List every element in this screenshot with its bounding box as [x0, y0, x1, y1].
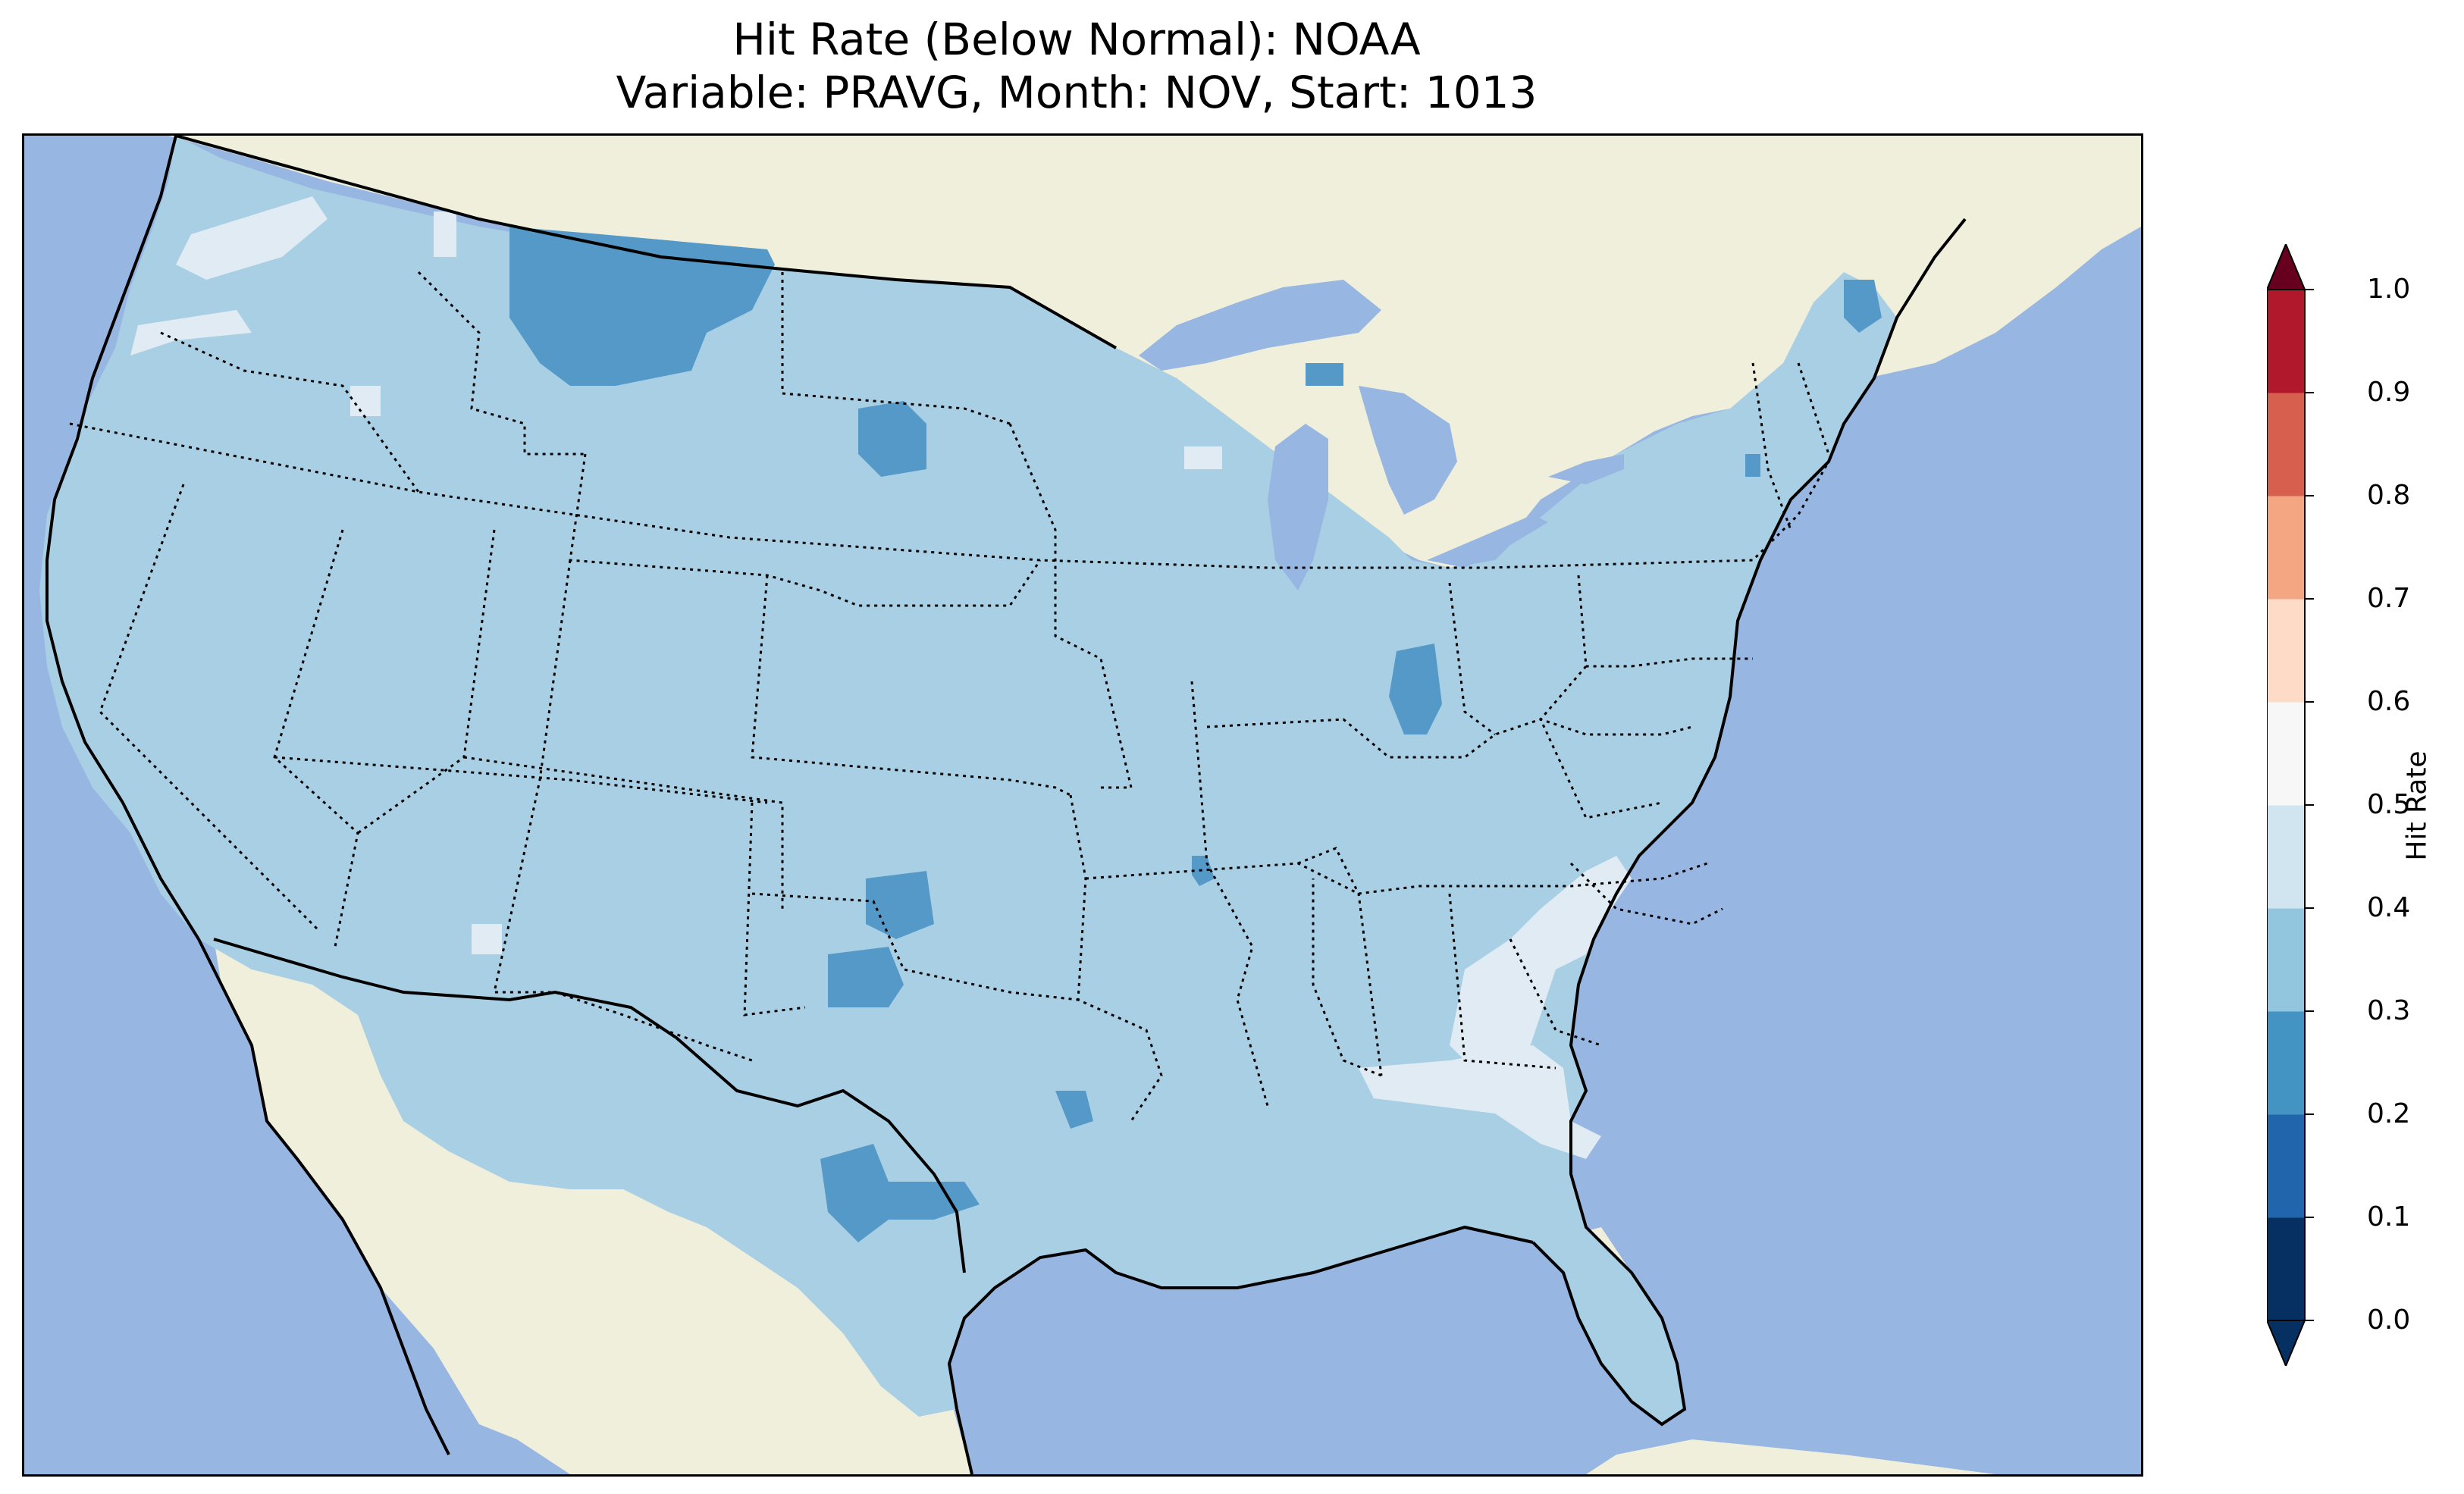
state-border: [1008, 423, 1133, 789]
map-canvas: [39, 136, 2141, 1474]
hit-rate-patch-arizona-border: [472, 924, 502, 954]
colorbar-segment: [2267, 1011, 2305, 1115]
florida-coastline: [1531, 218, 1967, 1427]
lake-ontario: [1548, 454, 1624, 484]
hit-rate-patch-south-dakota: [858, 401, 926, 477]
colorbar-extend-max: [2267, 244, 2306, 290]
colorbar-tick-label: 0.9: [2367, 377, 2411, 408]
hit-rate-patch-gulf-coast: [1359, 1045, 1601, 1159]
gulf-coastline: [947, 1225, 1534, 1410]
map-subtitle: Variable: PRAVG, Month: NOV, Start: 1013: [616, 67, 1538, 118]
state-border: [1751, 362, 1792, 531]
hit-rate-patch-washington: [176, 196, 328, 280]
lake-erie: [1427, 515, 1548, 568]
state-border: [1069, 794, 1163, 1122]
cuba-island: [1586, 1439, 1995, 1474]
colorbar-tick-label: 0.4: [2367, 892, 2411, 923]
colorbar-segment: [2267, 702, 2305, 806]
state-border: [1297, 847, 1383, 1076]
state-border: [417, 271, 585, 456]
mexico-gulf-coastline: [955, 1408, 973, 1474]
colorbar-segment: [2267, 393, 2305, 496]
colorbar-tick-label: 0.5: [2367, 789, 2411, 820]
hit-rate-patch-arkansas: [1192, 856, 1215, 886]
state-border: [160, 331, 420, 493]
state-border: [1085, 862, 1708, 895]
hit-rate-patch-nevada: [350, 386, 381, 416]
colorbar-tick-label: 0.7: [2367, 583, 2411, 614]
lake-huron: [1359, 386, 1457, 515]
colorbar-segment: [2267, 1217, 2305, 1321]
hit-rate-patch-massachusetts: [1745, 454, 1760, 477]
colorbar-tick-label: 1.0: [2367, 274, 2411, 305]
colorbar-segment: [2267, 496, 2305, 600]
state-border: [493, 559, 753, 1062]
state-border: [743, 802, 806, 1016]
hit-rate-patch-montana: [509, 227, 775, 386]
colorbar: [2267, 244, 2314, 1366]
west-coastline: [45, 136, 200, 941]
colorbar-tick-label: 0.3: [2367, 995, 2411, 1026]
colorbar-tick-label: 0.0: [2367, 1305, 2411, 1336]
state-border: [274, 756, 768, 804]
colorbar-segment: [2267, 908, 2305, 1012]
state-border: [1206, 718, 1693, 759]
colorbar-segment: [2267, 1114, 2305, 1218]
us-mexico-border: [213, 938, 966, 1273]
lake-michigan: [1268, 424, 1328, 590]
colorbar-segment: [2267, 805, 2305, 909]
hit-rate-patch-louisiana: [1055, 1091, 1093, 1129]
hit-rate-patch-lake-superior: [1306, 363, 1343, 386]
colorbar-tick-label: 0.8: [2367, 480, 2411, 511]
hit-rate-patch-maine: [1844, 280, 1882, 333]
colorbar-ticks: [2305, 289, 2314, 1321]
state-border: [1448, 582, 1496, 736]
state-border: [781, 272, 1011, 425]
colorbar-extend-min: [2267, 1320, 2306, 1366]
state-border: [1312, 879, 1382, 1077]
hit-rate-patch-oregon: [130, 310, 252, 355]
state-border: [751, 575, 1071, 797]
state-border: [1448, 893, 1556, 1070]
hit-rate-patch-north-texas: [828, 947, 904, 1007]
baja-coastline: [197, 938, 450, 1455]
state-border: [99, 484, 321, 933]
state-border: [463, 756, 784, 909]
map-panel: [22, 133, 2143, 1477]
lake-superior: [1139, 280, 1381, 371]
state-border: [1190, 681, 1269, 1107]
us-canada-border: [175, 136, 1117, 349]
hit-rate-patch-southeast: [1450, 856, 1632, 1076]
colorbar-tick-label: 0.1: [2367, 1201, 2411, 1232]
hit-rate-patch-south-texas: [820, 1144, 980, 1242]
state-border: [69, 422, 1830, 569]
hit-rate-patch-indiana: [1389, 644, 1442, 734]
colorbar-segment: [2267, 599, 2305, 703]
state-border: [1797, 362, 1830, 455]
colorbar-segment: [2267, 290, 2305, 393]
state-border: [751, 892, 1079, 1001]
colorbar-label: Hit Rate: [2401, 750, 2433, 861]
hit-rate-patch-wisconsin: [1184, 446, 1222, 469]
hit-rate-patch-idaho: [434, 211, 456, 257]
colorbar-tick-label: 0.6: [2367, 686, 2411, 717]
state-border: [1539, 666, 1663, 819]
colorbar-tick-label: 0.2: [2367, 1098, 2411, 1129]
colorbar-segments: [2267, 290, 2305, 1321]
state-border: [1569, 862, 1723, 926]
map-title: Hit Rate (Below Normal): NOAA: [732, 14, 1421, 65]
